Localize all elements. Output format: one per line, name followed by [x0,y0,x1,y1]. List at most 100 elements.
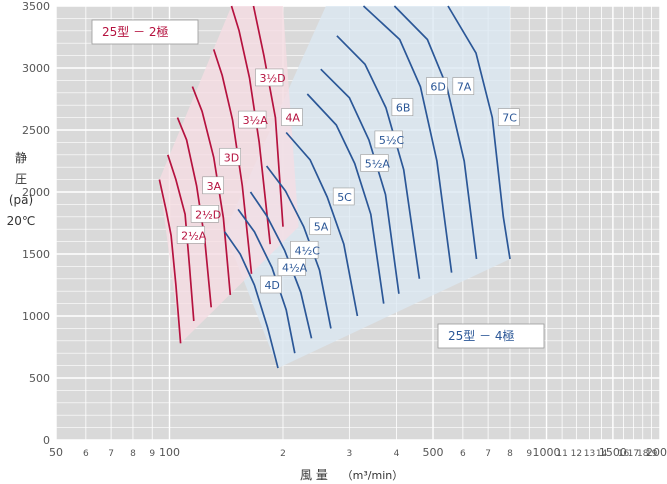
x-tick-label: 14 [596,449,608,459]
x-axis-label: 風 量 [300,468,328,482]
series-label-box [202,176,224,195]
x-tick-label: 3 [347,449,353,459]
series-curve-6B [336,35,421,279]
x-tick-label: 19 [646,449,658,459]
series-label-box [309,217,332,236]
x-tick-label: 7 [108,449,114,459]
series-label-3½D: 3½D [259,72,285,85]
series-label-4½C: 4½C [295,244,321,257]
x-tick-label: 7 [485,449,491,459]
series-curve-5C [285,131,359,317]
series-curve-2½D [166,154,195,322]
series-label-6B: 6B [396,102,411,115]
series-curve-6D [362,5,453,273]
group-label: 25型 － 2極 [102,24,169,39]
series-curve-5½A [306,93,385,304]
x-tick-label: 50 [49,446,63,459]
two-pole-area [159,6,299,344]
x-tick-label: 11 [556,449,567,459]
series-label-box [452,77,475,95]
x-tick-label: 9 [526,449,532,459]
x-tick-label: 100 [159,446,180,459]
x-axis-title: 風 量 （m³/min） [300,466,403,483]
series-label-6D: 6D [430,81,445,94]
x-tick-label: 500 [423,446,444,459]
series-label-5A: 5A [314,221,329,234]
series-label-5½C: 5½C [379,134,405,147]
series-label-box [290,240,319,259]
x-tick-label: 18 [637,449,649,459]
series-curve-5A [265,165,332,329]
series-label-box [255,68,284,87]
series-label-2½D: 2½D [195,208,221,221]
y-axis-title-line: (pa) [8,193,34,207]
x-tick-label: 17 [628,449,639,459]
series-curve-4A [252,5,284,227]
y-tick-label: 500 [29,372,50,385]
y-tick-label: 0 [43,434,50,447]
series-label-box [176,226,205,244]
x-tick-label: 2 [280,449,286,459]
x-tick-label: 1500 [599,446,627,459]
series-label-box [260,275,282,294]
x-tick-label: 16 [618,449,630,459]
series-label-5½A: 5½A [365,157,391,170]
y-axis-title: 静圧 (pa) 20℃ [6,148,36,232]
x-tick-label: 2000 [646,446,667,459]
series-label-box [497,108,520,126]
y-tick-label: 2000 [22,186,50,199]
series-label-4D: 4D [264,279,279,292]
x-tick-label: 1000 [533,446,561,459]
y-tick-label: 2500 [22,124,50,137]
series-label-7C: 7C [502,112,517,125]
series-curve-3D [191,86,232,295]
series-label-4A: 4A [285,112,300,125]
axis-ticks: 0 500 1000 1500 2000 2500 3000 3500 50 6 7 8 9 100 2 3 4… [22,0,667,459]
y-tick-label: 3500 [22,0,50,13]
series-curve-4D [223,231,279,369]
series-curve-4½A [237,208,296,354]
series-label-box [219,147,242,166]
group-label-box [437,323,545,349]
series-curve-4½C [249,191,313,339]
group-label-box [91,19,199,45]
y-tick-label: 1500 [22,248,50,261]
series-curve-5½C [320,68,400,294]
series-label-box [391,98,414,116]
series-label-4½A: 4½A [282,262,308,275]
series-curve-3A [176,117,213,308]
series-label-3A: 3A [207,180,222,193]
series-curve-2½A [158,179,182,344]
x-tick-label: 8 [130,449,136,459]
series-label-3D: 3D [224,151,239,164]
x-tick-label: 13 [584,449,595,459]
x-axis-unit: （m³/min） [341,469,404,482]
y-axis-title-line: 圧 [14,172,27,186]
series-label-box [238,110,267,129]
series-curve-3½D [230,5,272,245]
y-tick-label: 3000 [22,62,50,75]
series-curve-3½A [212,49,253,274]
y-axis-title-line: 20℃ [6,214,36,228]
series-label-7A: 7A [457,81,472,94]
series-label-3½A: 3½A [243,114,269,127]
x-tick-label: 9 [149,449,155,459]
y-axis-title-line: 静 [14,151,27,165]
series-label-box [277,258,306,276]
x-tick-label: 6 [460,449,466,459]
series-label-box [374,130,403,149]
series-label-box [332,187,355,206]
y-tick-label: 1000 [22,310,50,323]
series-label-box [281,108,303,126]
x-tick-label: 6 [83,449,89,459]
x-tick-label: 4 [394,449,400,459]
series-label-5C: 5C [337,191,352,204]
series-label-box [360,154,389,172]
series-label-box [426,77,448,95]
x-tick-label: 8 [507,449,513,459]
series-curve-7C [447,5,511,260]
series-label-box [190,205,219,223]
group-label: 25型 － 4極 [448,328,515,343]
